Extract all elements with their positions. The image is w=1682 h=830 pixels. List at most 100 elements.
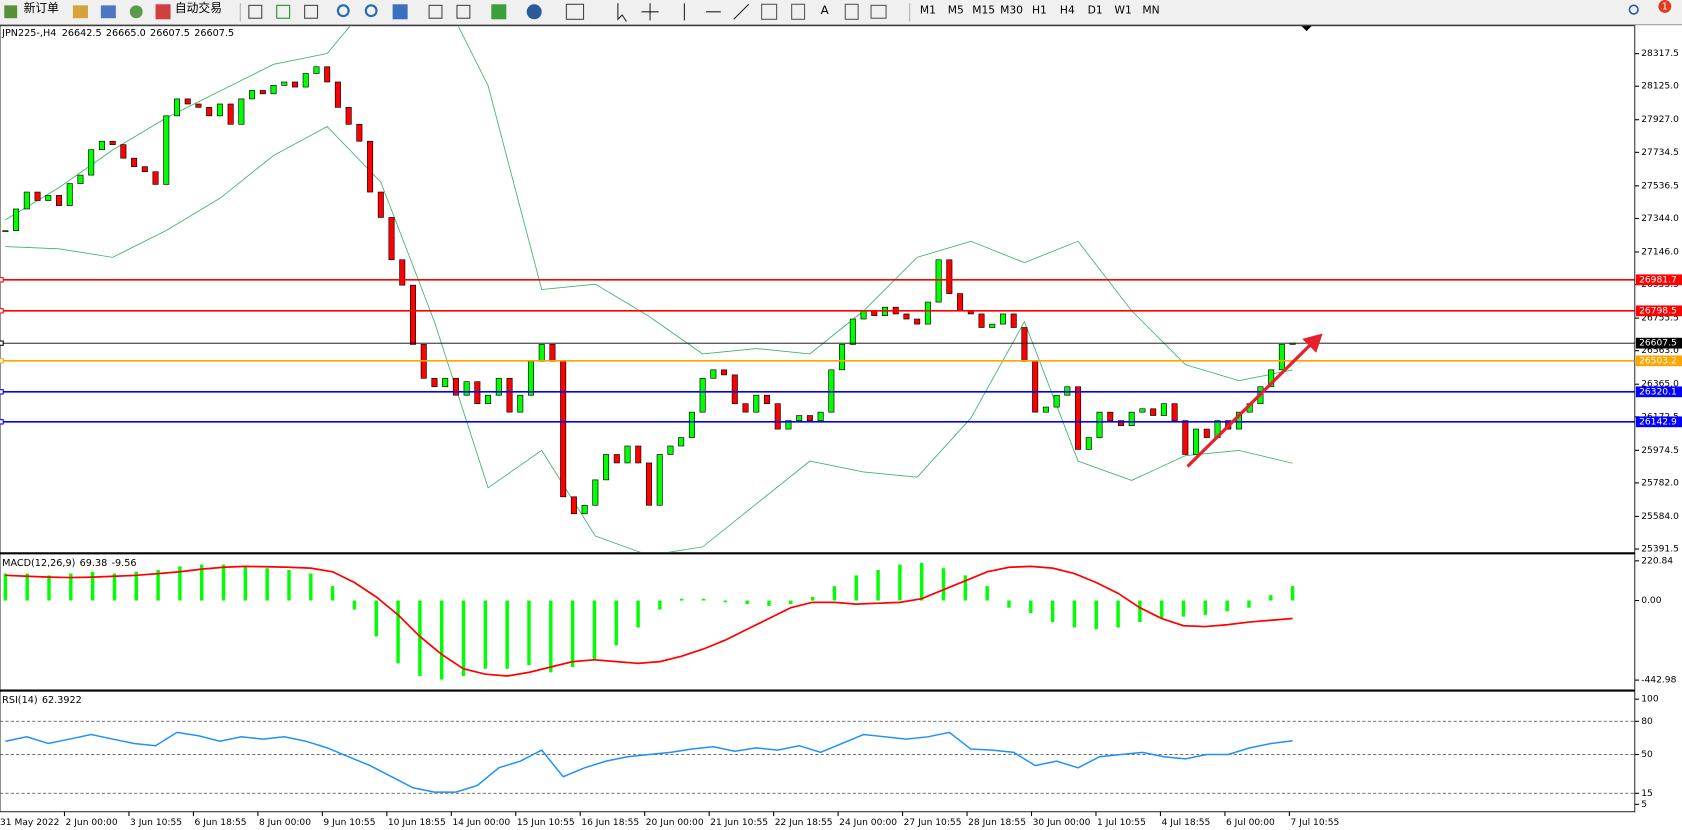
y-tick-label: 28125.0 xyxy=(1641,82,1679,92)
y-tick-label: 100 xyxy=(1641,695,1659,705)
macd-bar xyxy=(1269,595,1273,601)
candle xyxy=(184,98,191,105)
notification-badge[interactable] xyxy=(1658,0,1672,13)
candle xyxy=(399,259,406,286)
candle xyxy=(206,107,213,117)
candle xyxy=(710,369,717,379)
search[interactable] xyxy=(1628,4,1639,15)
timeframe-button[interactable]: H1 xyxy=(1032,4,1047,17)
auto-trading-button[interactable]: 自动交易 xyxy=(175,1,222,15)
x-tick-label: 21 Jun 10:55 xyxy=(710,818,768,828)
candle xyxy=(291,81,298,88)
level-label-bg xyxy=(1635,274,1682,286)
macd-bar xyxy=(658,600,662,610)
candle xyxy=(152,171,159,185)
timeframe-button[interactable]: M5 xyxy=(948,4,964,17)
icon[interactable] xyxy=(870,4,887,19)
macd-bar xyxy=(570,600,575,667)
icon[interactable] xyxy=(456,4,471,19)
zoom-out[interactable] xyxy=(364,4,378,18)
candle xyxy=(1075,386,1082,450)
candle xyxy=(216,103,223,117)
macd-bar xyxy=(679,598,684,601)
candle xyxy=(860,310,867,320)
arrow-head xyxy=(1302,333,1323,353)
candle xyxy=(1042,406,1049,413)
icon[interactable] xyxy=(248,4,263,19)
macd-bar xyxy=(265,568,269,601)
candle xyxy=(731,374,738,405)
candle xyxy=(1053,394,1060,408)
price-panel xyxy=(0,25,1635,553)
timeframe-button[interactable]: M1 xyxy=(920,4,936,17)
icon[interactable] xyxy=(72,5,88,19)
candle xyxy=(645,462,652,506)
macd-bar xyxy=(461,600,466,676)
icon[interactable] xyxy=(791,3,806,20)
timeframe-button[interactable]: W1 xyxy=(1114,4,1131,17)
auto-trading-icon[interactable] xyxy=(155,4,171,20)
candle xyxy=(957,293,964,311)
candle xyxy=(120,144,127,159)
macd-bar xyxy=(1094,600,1098,630)
timeframe-button[interactable]: M15 xyxy=(972,4,995,17)
toolbar-icons xyxy=(4,0,1672,22)
candle xyxy=(259,90,266,95)
candle xyxy=(34,191,41,201)
x-tick-label: 16 Jun 18:55 xyxy=(581,818,639,828)
candle xyxy=(635,445,642,464)
macd-bar xyxy=(156,569,160,601)
icon[interactable] xyxy=(491,4,507,20)
icon[interactable] xyxy=(304,4,319,19)
icon[interactable] xyxy=(276,4,291,19)
timeframe-button[interactable]: M30 xyxy=(1000,4,1023,17)
y-tick-label: 5 xyxy=(1641,800,1647,810)
macd-bar xyxy=(352,600,357,610)
y-tick-label: 25584.0 xyxy=(1641,512,1679,522)
cursor-tool[interactable] xyxy=(617,3,627,22)
candle xyxy=(1160,403,1167,416)
icon[interactable] xyxy=(844,3,859,20)
candle xyxy=(978,313,985,328)
macd-bar xyxy=(919,562,924,601)
timeframe-bar: M1 M5 M15 M30 H1 H4 D1 W1 MN xyxy=(920,4,1160,17)
icon[interactable] xyxy=(392,4,408,20)
line-tools[interactable] xyxy=(683,3,750,21)
new-order-button[interactable]: 新订单 xyxy=(24,1,60,15)
candle xyxy=(753,394,760,413)
rsi-reading: 62.3922 xyxy=(42,695,82,706)
icon[interactable] xyxy=(428,4,443,19)
timeframe-button[interactable]: D1 xyxy=(1088,4,1103,17)
y-tick-label: 15 xyxy=(1641,789,1653,799)
icon[interactable] xyxy=(100,5,116,19)
crosshair-tool[interactable] xyxy=(641,3,659,21)
icon[interactable] xyxy=(761,3,778,20)
candle xyxy=(903,313,910,320)
candle xyxy=(538,344,545,362)
candle xyxy=(785,420,792,430)
macd-reading: 69.38 xyxy=(80,558,108,569)
timeframe-button[interactable]: H4 xyxy=(1060,4,1075,17)
zoom-in[interactable] xyxy=(336,4,350,18)
symbol: JPN225-,H4 xyxy=(1,28,56,39)
macd-bar xyxy=(854,575,858,601)
candle xyxy=(774,403,781,430)
level-label: 26607.5 xyxy=(1639,339,1677,349)
arrow-line xyxy=(1186,343,1312,468)
timeframe-button[interactable]: MN xyxy=(1142,4,1159,17)
macd-bar xyxy=(1007,600,1011,608)
x-tick-label: 4 Jul 18:55 xyxy=(1162,818,1211,828)
macd-bar xyxy=(592,600,597,660)
icon[interactable] xyxy=(526,4,542,20)
level-label-bg xyxy=(1635,416,1682,428)
icon[interactable] xyxy=(129,5,143,19)
candle xyxy=(570,496,577,515)
candle xyxy=(946,259,953,294)
candle xyxy=(763,394,770,405)
chart-header: JPN225-,H4 26642.5 26665.0 26607.5 26607.5 xyxy=(1,28,234,39)
macd-bar xyxy=(1138,600,1142,623)
icon[interactable] xyxy=(565,3,585,20)
text-tool[interactable]: A xyxy=(821,3,829,17)
new-order-icon[interactable] xyxy=(4,5,18,19)
